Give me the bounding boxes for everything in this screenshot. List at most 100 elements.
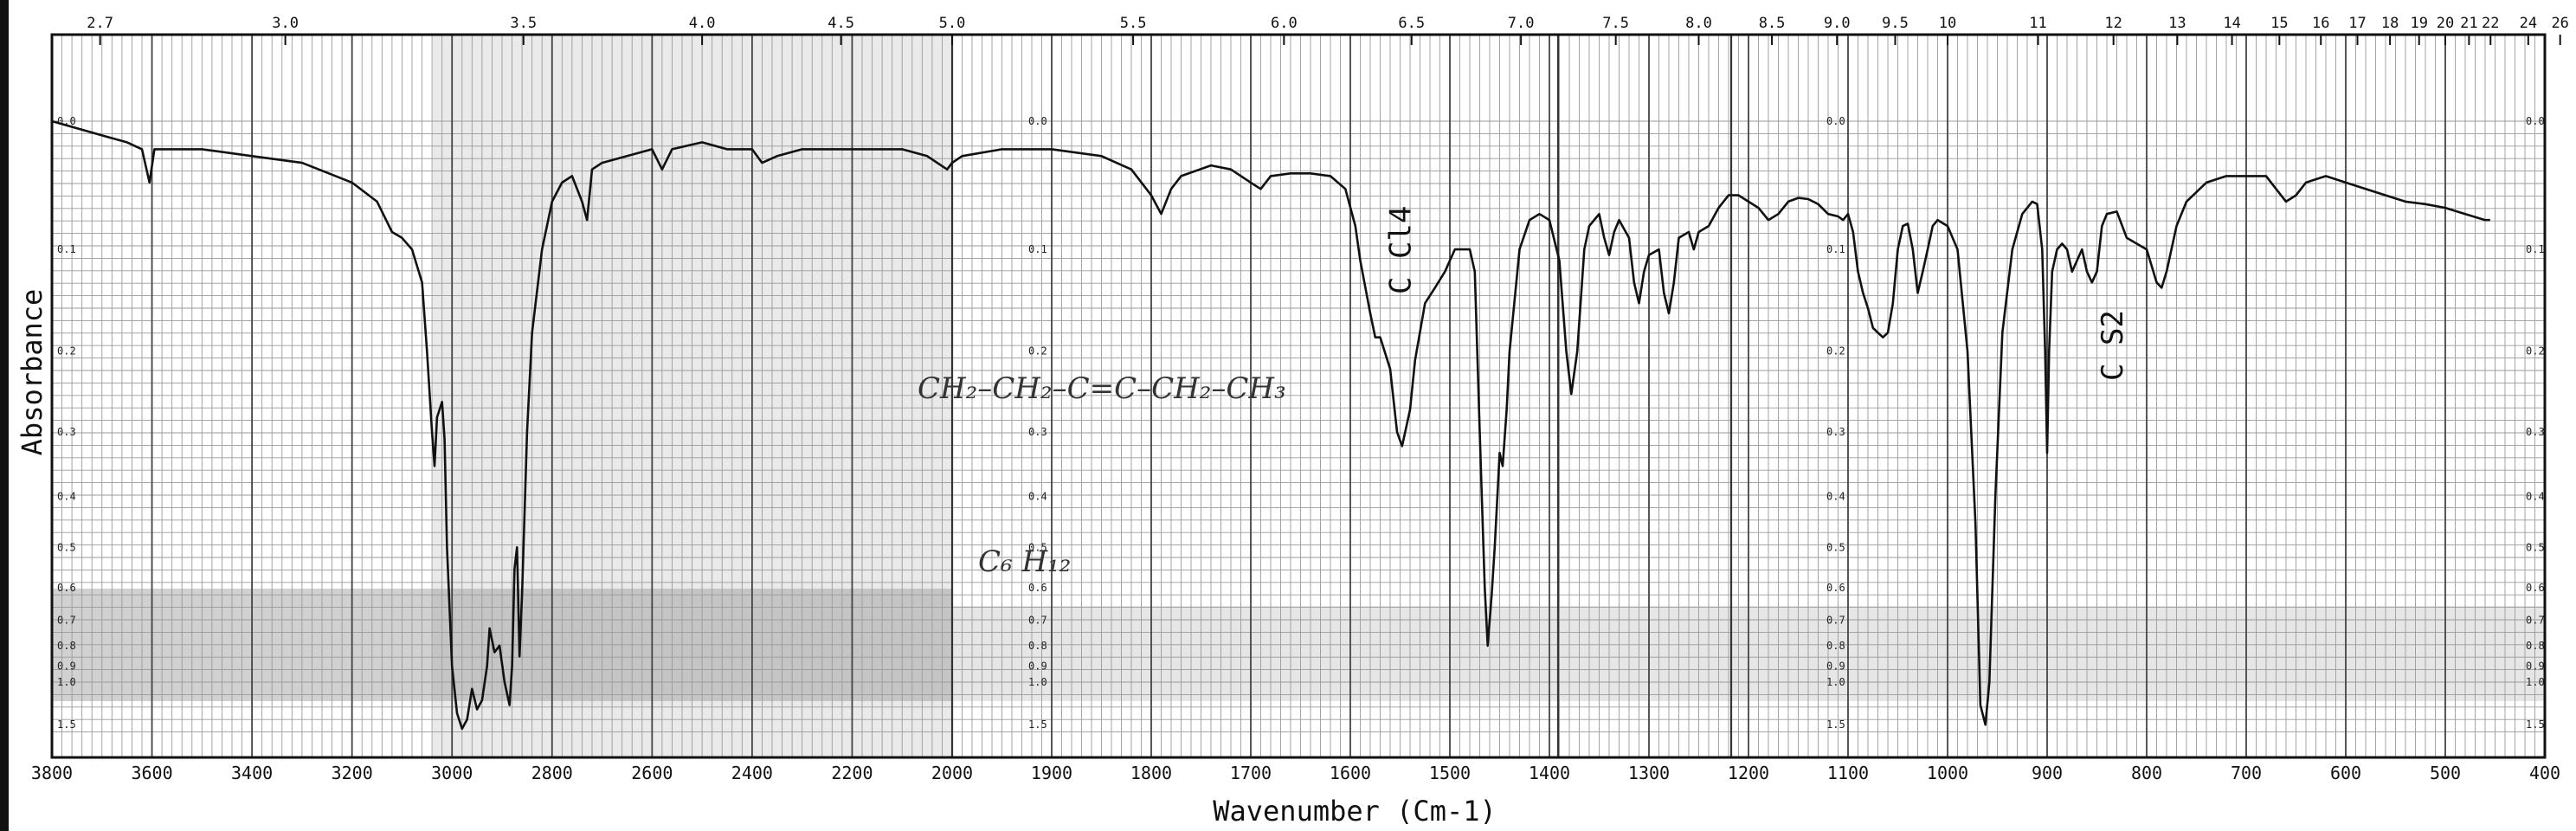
micron-tick-label: 11 [2029, 15, 2046, 32]
micron-tick-label: 9.5 [1882, 15, 1909, 32]
handwritten-formula-note: C₆ H₁₂ [978, 544, 1071, 579]
x-tick-label: 1400 [1529, 763, 1570, 783]
x-tick-label: 1000 [1927, 763, 1968, 783]
absorbance-tick-label: 0.3 [1826, 426, 1845, 438]
x-tick-label: 400 [2529, 763, 2560, 783]
x-tick-label: 3000 [431, 763, 473, 783]
handwritten-structure-note: CH₂–CH₂–C=C–CH₂–CH₃ [918, 371, 1286, 406]
absorbance-tick-label: 0.9 [2526, 660, 2545, 672]
absorbance-tick-label: 0.5 [1028, 541, 1047, 553]
x-tick-label: 3800 [31, 763, 73, 783]
absorbance-tick-label: 0.4 [1028, 490, 1047, 502]
y-axis-label: Absorbance [16, 289, 48, 456]
absorbance-tick-label: 1.5 [57, 718, 76, 731]
absorbance-tick-label: 0.5 [2526, 541, 2545, 553]
x-tick-label: 3400 [231, 763, 273, 783]
spectrum-line [51, 119, 2490, 731]
absorbance-tick-label: 0.4 [1826, 490, 1845, 502]
x-tick-label: 800 [2131, 763, 2162, 783]
micron-tick-label: 6.0 [1271, 15, 1298, 32]
absorbance-tick-label: 1.5 [1028, 718, 1047, 731]
micron-tick-label: 16 [2312, 15, 2329, 32]
micron-tick-label: 5.5 [1120, 15, 1147, 32]
absorbance-tick-label: 0.7 [57, 614, 76, 626]
micron-tick-label: 8.0 [1685, 15, 1712, 32]
absorbance-tick-label: 0.6 [1028, 582, 1047, 594]
x-tick-label: 1300 [1628, 763, 1670, 783]
micron-tick-label: 10 [1939, 15, 1956, 32]
absorbance-tick-label: 0.3 [57, 426, 76, 438]
absorbance-tick-label: 0.1 [1826, 243, 1845, 255]
micron-tick-label: 13 [2168, 15, 2186, 32]
absorbance-tick-label: 1.0 [1826, 676, 1845, 688]
absorbance-tick-label: 0.5 [1826, 541, 1845, 553]
absorbance-tick-label: 0.6 [57, 582, 76, 594]
absorbance-tick-label: 0.0 [1826, 115, 1845, 127]
micron-tick-label: 4.0 [689, 15, 716, 32]
x-tick-label: 1900 [1031, 763, 1072, 783]
micron-tick-label: 24 [2520, 15, 2537, 32]
micron-tick-label: 20 [2437, 15, 2454, 32]
absorbance-tick-label: 0.1 [57, 243, 76, 255]
micron-tick-label: 9.0 [1824, 15, 1851, 32]
x-tick-label: 2200 [831, 763, 873, 783]
x-tick-label: 3200 [332, 763, 373, 783]
x-tick-label: 2400 [731, 763, 773, 783]
x-axis-label: Wavenumber (Cm-1) [1213, 795, 1497, 828]
plot-frame [50, 33, 2547, 759]
micron-tick-label: 17 [2348, 15, 2366, 32]
absorbance-tick-label: 0.7 [1028, 614, 1047, 626]
micron-tick-label: 19 [2410, 15, 2427, 32]
annotation-ccl4: C Cl4 [1384, 206, 1419, 294]
x-tick-label: 700 [2231, 763, 2262, 783]
micron-tick-label: 14 [2223, 15, 2240, 32]
micron-tick-label: 21 [2460, 15, 2477, 32]
absorbance-tick-label: 0.9 [1826, 660, 1845, 672]
absorbance-tick-label: 1.5 [1826, 718, 1845, 731]
absorbance-tick-label: 0.2 [1826, 345, 1845, 358]
absorbance-tick-label: 0.0 [2526, 115, 2545, 127]
micron-tick-label: 3.0 [272, 15, 299, 32]
absorbance-tick-label: 0.2 [1028, 345, 1047, 358]
absorbance-tick-label: 0.7 [1826, 614, 1845, 626]
absorbance-tick-label: 0.8 [57, 640, 76, 652]
micron-tick-label: 7.0 [1508, 15, 1535, 32]
absorbance-tick-label: 0.0 [1028, 115, 1047, 127]
absorbance-tick-label: 0.6 [2526, 582, 2545, 594]
absorbance-tick-label: 0.4 [57, 490, 76, 502]
absorbance-tick-label: 0.9 [57, 660, 76, 672]
micron-tick-label: 7.5 [1602, 15, 1629, 32]
micron-tick-label: 3.5 [510, 15, 537, 32]
absorbance-tick-label: 0.3 [1028, 426, 1047, 438]
absorbance-tick-label: 0.3 [2526, 426, 2545, 438]
x-tick-label: 900 [2032, 763, 2063, 783]
micron-tick-label: 12 [2104, 15, 2122, 32]
micron-axis-ticks: 2.7 3.0 3.5 4.0 4.5 5.0 5.5 6.0 6.5 7.0 7.5 8.0 8.5 9… [87, 15, 2569, 45]
x-tick-label: 1700 [1230, 763, 1272, 783]
absorbance-tick-label: 0.6 [1826, 582, 1845, 594]
absorbance-tick-label: 1.5 [2526, 718, 2545, 731]
absorbance-tick-label: 1.0 [1028, 676, 1047, 688]
micron-tick-label: 5.0 [939, 15, 966, 32]
x-tick-label: 1600 [1330, 763, 1371, 783]
absorbance-tick-label: 0.4 [2526, 490, 2545, 502]
micron-tick-label: 15 [2270, 15, 2288, 32]
x-tick-label: 2800 [531, 763, 573, 783]
x-tick-label: 1200 [1728, 763, 1769, 783]
absorbance-tick-label: 0.7 [2526, 614, 2545, 626]
absorbance-tick-label: 0.8 [2526, 640, 2545, 652]
annotation-cs2: C S2 [2096, 310, 2130, 381]
micron-tick-label: 2.7 [87, 15, 113, 32]
binding-edge [0, 0, 9, 831]
absorbance-tick-label: 0.5 [57, 541, 76, 553]
x-tick-label: 2000 [931, 763, 973, 783]
absorbance-ticks: 0.0 0.0 0.0 0.00.1 0.1 0.1 0.10.2 0.2 0.2 0.20.3 0… [57, 115, 2545, 731]
absorbance-tick-label: 0.1 [2526, 243, 2545, 255]
x-tick-label: 1800 [1130, 763, 1172, 783]
micron-tick-label: 26 [2551, 15, 2568, 32]
micron-tick-label: 22 [2482, 15, 2499, 32]
absorbance-tick-label: 0.9 [1028, 660, 1047, 672]
micron-tick-label: 6.5 [1398, 15, 1425, 32]
absorbance-tick-label: 0.2 [57, 345, 76, 358]
absorbance-tick-label: 0.8 [1028, 640, 1047, 652]
